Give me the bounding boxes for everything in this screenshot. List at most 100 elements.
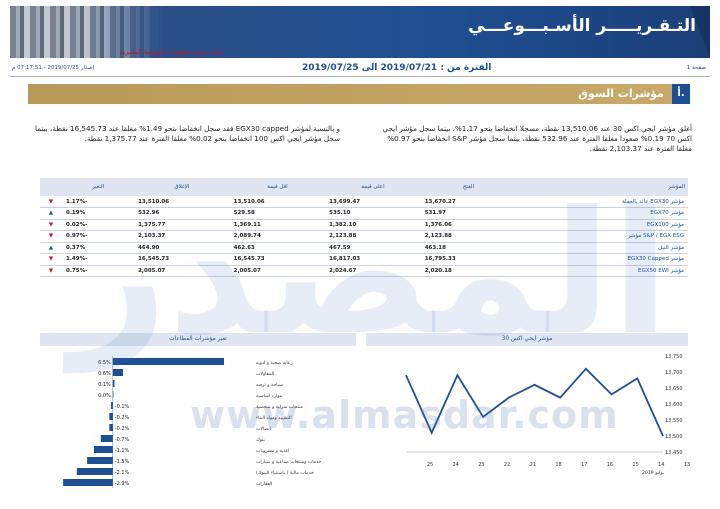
sector-bar: [100, 435, 113, 442]
change-value: -1.49%: [62, 253, 135, 266]
x-tick-label: 15: [632, 462, 638, 468]
arrow-down-icon: ▼: [40, 219, 62, 231]
arrow-down-icon: ▼: [40, 196, 62, 208]
high-value: 16,817.03: [325, 253, 421, 266]
sector-category-label: اغذية و مشروبات: [256, 449, 289, 454]
sector-bar: [87, 457, 113, 464]
open-value: 2,123.88: [420, 230, 517, 243]
sector-bar: [112, 380, 115, 387]
low-value: 2,005.07: [229, 265, 326, 277]
sector-category-label: منتجات منزلية و شخصية: [256, 405, 303, 410]
change-value: -1.17%: [62, 196, 135, 208]
sector-bar: [93, 446, 113, 453]
bar-value-label: -0.2%: [115, 426, 130, 432]
x-tick-label: 17: [581, 462, 587, 468]
section-title: مؤشرات السوق: [578, 87, 664, 100]
summary-paragraph-left: و بالنسبة لمؤشر EGX30 capped فقد سجل انخ…: [35, 124, 340, 143]
sector-category-label: العقارات: [256, 482, 272, 487]
bar-value-label: 0.0%: [98, 393, 111, 399]
index-name: S&P / EGX ESG مؤشر: [516, 230, 688, 243]
sector-category-label: بنوك: [256, 438, 265, 443]
low-value: 529.58: [229, 207, 326, 220]
index-name: مؤشر النيل: [516, 242, 688, 254]
subheader: إعداد مركز معلومات البورصة المصرية: [10, 48, 710, 60]
x-tick-label: 21: [530, 462, 536, 468]
high-value: 2,024.67: [325, 265, 421, 277]
close-value: 16,545.73: [134, 253, 230, 266]
sector-category-label: اتصالات: [256, 427, 271, 432]
section-heading: أ. مؤشرات السوق: [28, 84, 690, 104]
low-value: 16,545.73: [229, 253, 326, 266]
sector-bar-chart: 6.5% رعاية صحية و ادوية 0.6% المقاولات 0.1% س…: [63, 356, 322, 488]
arrow-up-icon: ▲: [40, 242, 62, 254]
y-tick-label: 13,700: [665, 370, 683, 376]
index-name: مؤشر EGX70: [516, 207, 688, 220]
high-value: 1,382.10: [325, 219, 421, 231]
y-tick-label: 13,550: [665, 418, 683, 424]
summary-paragraph-right: أغلق مؤشر ايجي اكس 30 عند 13,510.06 نقطة…: [382, 124, 692, 153]
table-row: مؤشر EGX70 531.97 535.10 529.58 532.96 0.19% ▲: [40, 207, 688, 220]
change-value: 0.37%: [62, 242, 135, 254]
index-name: مؤشر EGX50 EWI: [516, 265, 688, 277]
sector-bar: [112, 391, 114, 398]
x-tick-label: 22: [504, 462, 510, 468]
bar-value-label: -2.9%: [115, 481, 130, 487]
change-value: -0.97%: [62, 230, 135, 243]
bar-value-label: -0.2%: [115, 415, 130, 421]
header-banner: التـقـريـــــر الأسـبـــوعـــي: [10, 6, 710, 58]
col-low: اقل قيمة: [229, 178, 326, 196]
bar-value-label: 6.5%: [98, 360, 111, 366]
header-accent: [690, 6, 710, 58]
high-value: 467.59: [325, 242, 421, 254]
x-tick-label: 25: [427, 462, 433, 468]
bar-value-label: -1.5%: [115, 459, 130, 465]
sector-bar: [112, 358, 225, 365]
arrow-up-icon: ▲: [40, 207, 62, 220]
sector-category-label: المقاولات: [256, 372, 274, 377]
open-value: 531.97: [420, 207, 517, 220]
y-tick-label: 13,500: [665, 434, 683, 440]
open-value: 463.18: [420, 242, 517, 254]
y-tick-label: 13,600: [665, 402, 683, 408]
x-tick-label: 14: [658, 462, 664, 468]
open-value: 1,376.06: [420, 219, 517, 231]
close-value: 464.90: [134, 242, 230, 254]
table-row: مؤشر EGX30 عائد يالعملة 13,670.27 13,699.4…: [40, 196, 688, 208]
open-value: 2,020.18: [420, 265, 517, 277]
col-close: الإغلاق: [134, 178, 230, 196]
change-value: 0.19%: [62, 207, 135, 220]
bar-value-label: 0.6%: [98, 371, 111, 377]
col-index: المؤشر: [516, 178, 688, 196]
sector-chart-title: تغير مؤشرات القطاعات: [40, 333, 356, 346]
sector-bar: [111, 402, 113, 409]
bar-value-label: 0.1%: [98, 382, 111, 388]
close-value: 1,375.77: [134, 219, 230, 231]
x-tick-label: 18: [555, 462, 561, 468]
egx30-line-chart: 13,750 13,700 13,650 13,600 13,550 13,500 13,4…: [405, 354, 690, 476]
close-value: 2,005.07: [134, 265, 230, 277]
header-photo: [10, 6, 160, 58]
index-name: مؤشر EGX100: [516, 219, 688, 231]
y-tick-label: 13,650: [665, 386, 683, 392]
x-axis-month-label: يوليو 2019: [642, 470, 665, 476]
report-title: التـقـريـــــر الأسـبـــوعـــي: [468, 16, 696, 36]
index-name: مؤشر EGX30 عائد يالعملة: [516, 196, 688, 208]
table-row: مؤشر EGX30 Capped 16,795.33 16,817.03 16,54…: [40, 253, 688, 266]
table-row: مؤشر EGX100 1,376.06 1,382.10 1,369.11 1,375…: [40, 219, 688, 231]
high-value: 535.10: [325, 207, 421, 220]
table-row: مؤشر النيل 463.18 467.59 462.63 464.90 0.37% ▲: [40, 242, 688, 254]
close-value: 532.96: [134, 207, 230, 220]
bar-value-label: -1.1%: [115, 448, 130, 454]
table-row: S&P / EGX ESG مؤشر 2,123.88 2,123.88 2,089.…: [40, 230, 688, 243]
page-number: صفحة 1: [686, 65, 706, 71]
sector-category-label: رعاية صحية و ادوية: [256, 361, 293, 366]
change-value: -0.75%: [62, 265, 135, 277]
info-row: صفحة 1 الفترة من : 2019/07/21 الى 2019/0…: [10, 63, 710, 77]
indices-table: المؤشر الفتح اعلى قيمة اقل قيمة الإغلاق …: [40, 178, 688, 277]
col-open: الفتح: [420, 178, 517, 196]
change-value: -0.02%: [62, 219, 135, 231]
sector-category-label: التشييد ومواد البناء: [256, 416, 292, 421]
close-value: 2,103.37: [134, 230, 230, 243]
sector-bar: [76, 468, 113, 475]
y-tick-label: 13,750: [665, 354, 683, 360]
